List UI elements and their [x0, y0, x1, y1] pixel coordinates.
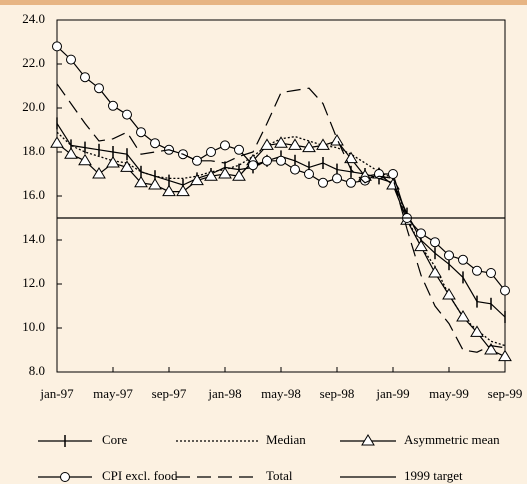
x-tick-label: sep-97 — [152, 386, 187, 401]
marker — [484, 343, 498, 355]
marker — [192, 155, 202, 166]
marker — [148, 178, 162, 190]
x-tick-label: may-98 — [261, 386, 301, 401]
marker — [218, 167, 232, 179]
marker — [60, 472, 70, 482]
x-tick-label: may-97 — [93, 386, 133, 401]
marker — [248, 160, 258, 171]
marker — [428, 266, 442, 278]
marker — [430, 237, 440, 248]
marker — [106, 156, 120, 168]
marker — [456, 310, 470, 322]
marker — [80, 72, 90, 83]
marker — [50, 136, 64, 148]
marker — [52, 41, 62, 52]
series-line — [56, 83, 506, 353]
marker — [134, 175, 148, 188]
marker — [288, 138, 302, 150]
marker — [120, 160, 134, 172]
x-tick-label: sep-98 — [320, 386, 355, 401]
marker — [500, 285, 510, 296]
y-tick-label: 22.0 — [22, 55, 45, 70]
marker — [304, 169, 314, 179]
marker — [66, 54, 76, 65]
marker — [276, 155, 286, 166]
marker — [234, 144, 244, 155]
marker — [274, 136, 288, 148]
series-line — [56, 140, 506, 358]
legend-label: Total — [266, 468, 293, 483]
marker — [262, 155, 272, 166]
y-tick-label: 8.0 — [29, 363, 45, 378]
marker — [64, 147, 78, 159]
top-strip — [0, 0, 527, 5]
marker — [444, 250, 454, 261]
marker — [498, 349, 512, 362]
marker — [78, 153, 92, 166]
marker — [94, 83, 104, 94]
legend-label: CPI excl. food — [102, 468, 178, 483]
x-tick-label: jan-99 — [375, 386, 409, 401]
y-tick-label: 20.0 — [22, 99, 45, 114]
marker — [122, 109, 132, 120]
marker — [442, 288, 456, 300]
marker — [330, 134, 344, 146]
legend-label: Core — [102, 432, 128, 447]
marker — [344, 151, 358, 164]
marker — [458, 254, 468, 265]
y-tick-label: 12.0 — [22, 275, 45, 290]
marker — [260, 138, 274, 150]
plot-frame — [56, 19, 506, 373]
marker — [108, 100, 118, 111]
x-tick-label: may-99 — [429, 386, 469, 401]
marker — [176, 184, 190, 197]
marker — [472, 265, 482, 276]
x-tick-label: jan-97 — [39, 386, 74, 401]
marker — [316, 138, 330, 150]
y-tick-label: 16.0 — [22, 187, 45, 202]
marker — [92, 167, 106, 179]
marker — [414, 239, 428, 252]
marker — [206, 147, 216, 157]
y-tick-label: 24.0 — [22, 11, 45, 26]
marker — [416, 228, 426, 239]
marker — [220, 140, 230, 151]
x-tick-label: jan-98 — [207, 386, 241, 401]
y-tick-label: 14.0 — [22, 231, 45, 246]
y-tick-label: 10.0 — [22, 319, 45, 334]
marker — [332, 173, 342, 184]
legend-label: Asymmetric mean — [404, 432, 500, 447]
marker — [136, 127, 146, 138]
marker — [318, 177, 328, 188]
marker — [388, 169, 398, 179]
marker — [486, 268, 496, 278]
marker — [470, 325, 484, 337]
legend-label: 1999 target — [404, 468, 463, 483]
marker — [232, 169, 246, 181]
x-tick-label: sep-99 — [488, 386, 523, 401]
marker — [190, 173, 204, 186]
marker — [290, 164, 300, 175]
marker — [150, 138, 160, 149]
legend-label: Median — [266, 432, 306, 447]
marker — [162, 184, 176, 197]
y-tick-label: 18.0 — [22, 143, 45, 158]
marker — [204, 169, 218, 181]
marker — [302, 140, 316, 153]
marker — [361, 434, 375, 446]
marker — [346, 177, 356, 188]
